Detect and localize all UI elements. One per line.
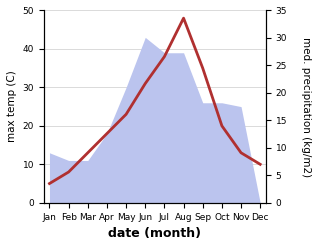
Y-axis label: med. precipitation (kg/m2): med. precipitation (kg/m2) [301, 37, 311, 177]
Y-axis label: max temp (C): max temp (C) [7, 71, 17, 143]
X-axis label: date (month): date (month) [108, 227, 201, 240]
